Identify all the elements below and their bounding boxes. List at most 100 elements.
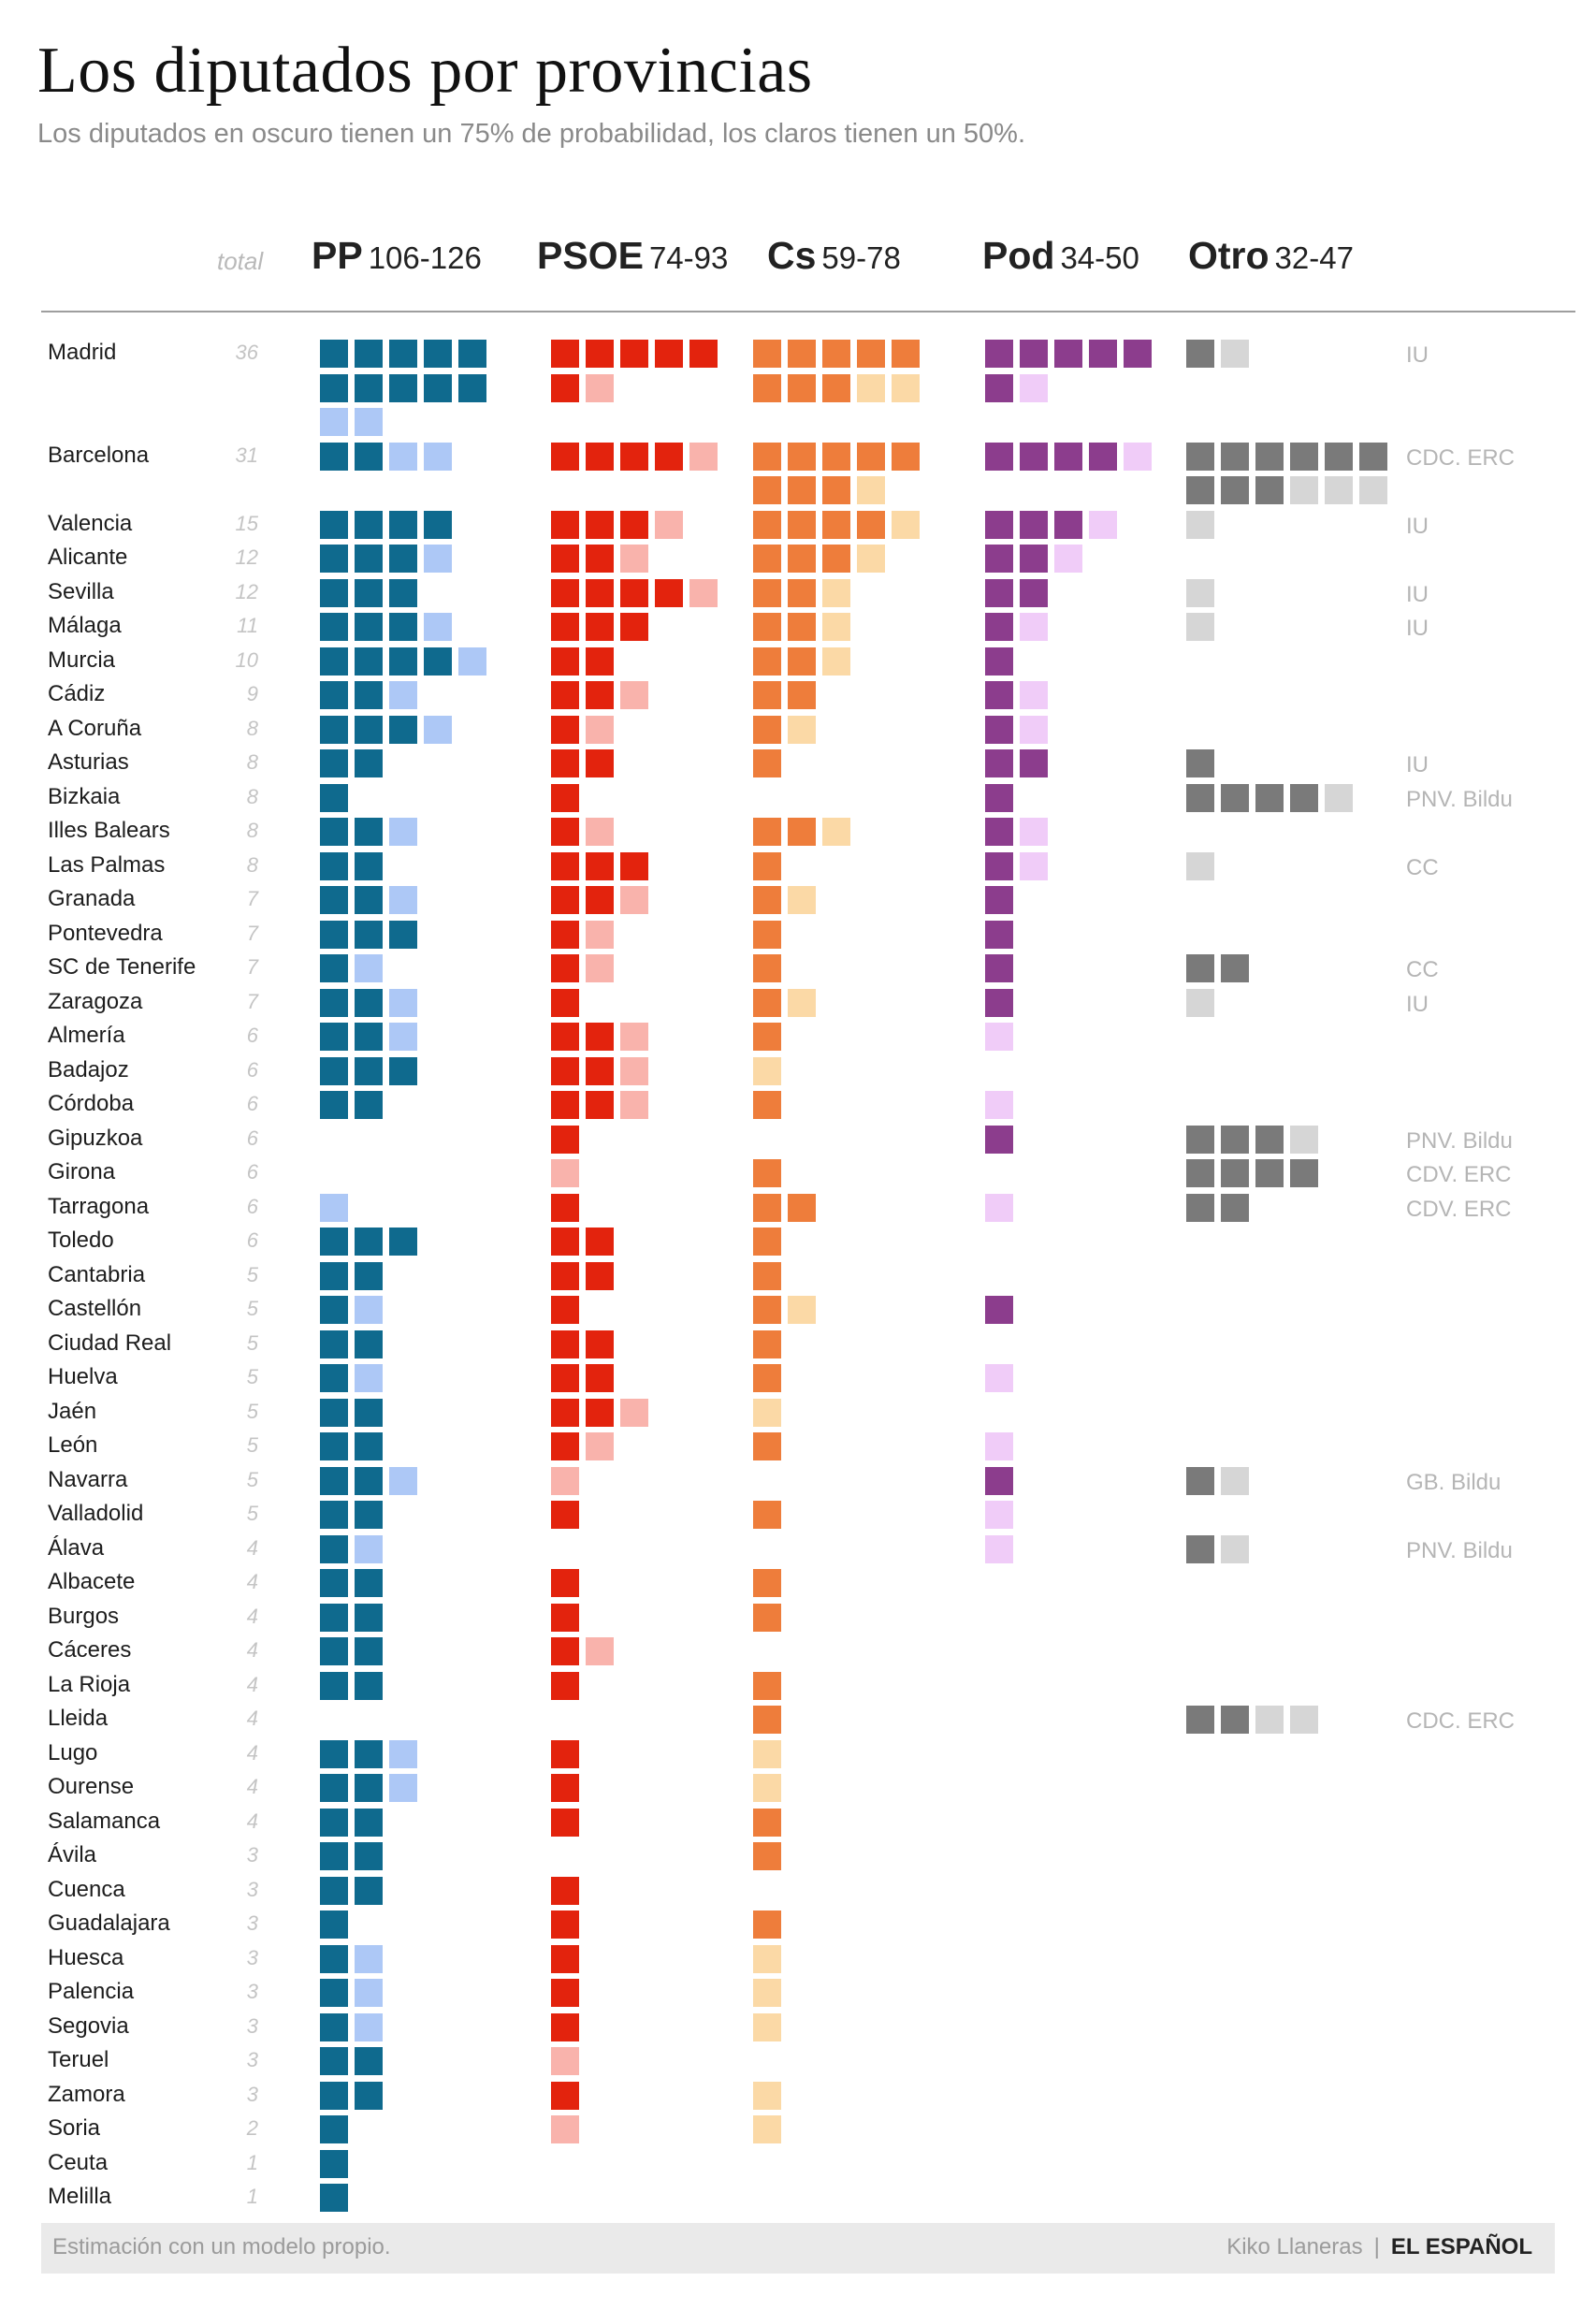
- seat-psoe-likely: [551, 715, 579, 744]
- seat-otro-possible: [1325, 783, 1353, 812]
- other-parties-note: IU: [1406, 752, 1429, 777]
- seat-pp-likely: [320, 2149, 348, 2178]
- province-label: Melilla: [48, 2184, 112, 2209]
- seat-pod-likely: [1020, 578, 1048, 607]
- seat-psoe-likely: [586, 578, 614, 607]
- seat-psoe-likely: [551, 2081, 579, 2110]
- seat-pod-possible: [1020, 373, 1048, 402]
- province-total: 8: [246, 750, 258, 774]
- footer-separator: |: [1373, 2234, 1380, 2259]
- seat-pp-likely: [320, 886, 348, 914]
- province-label: Guadalajara: [48, 1910, 170, 1936]
- seat-psoe-likely: [551, 1739, 579, 1768]
- seat-pp-possible: [389, 988, 417, 1017]
- seat-pod-possible: [1020, 818, 1048, 846]
- seat-pod-likely: [1020, 545, 1048, 573]
- seat-pp-likely: [389, 920, 417, 949]
- seat-psoe-likely: [551, 988, 579, 1017]
- province-label: Madrid: [48, 340, 117, 365]
- seat-psoe-likely: [551, 886, 579, 914]
- seat-pod-possible: [1124, 442, 1152, 471]
- seat-pod-likely: [985, 954, 1013, 982]
- province-label: Cantabria: [48, 1261, 146, 1287]
- seat-otro-likely: [1290, 1159, 1318, 1187]
- seat-pod-likely: [1054, 340, 1082, 368]
- seat-psoe-likely: [551, 681, 579, 709]
- seat-pp-likely: [355, 510, 383, 539]
- seat-pp-likely: [320, 1466, 348, 1495]
- seat-pod-possible: [985, 1023, 1013, 1051]
- province-total: 1: [246, 2150, 258, 2174]
- seat-cs-possible: [822, 818, 850, 846]
- seat-psoe-likely: [551, 1193, 579, 1222]
- seat-pp-likely: [320, 1023, 348, 1051]
- seat-pp-likely: [355, 1398, 383, 1427]
- seat-pod-possible: [985, 1193, 1013, 1222]
- seat-pp-possible: [355, 1979, 383, 2007]
- province-total: 12: [235, 545, 258, 569]
- province-total: 11: [237, 614, 258, 637]
- seat-pod-likely: [1089, 442, 1117, 471]
- province-label: Ourense: [48, 1774, 135, 1799]
- other-parties-note: CC: [1406, 957, 1439, 982]
- province-total: 4: [246, 1535, 258, 1560]
- seat-pp-likely: [320, 442, 348, 471]
- seat-pod-likely: [985, 1466, 1013, 1495]
- province-total: 3: [246, 1877, 258, 1901]
- province-total: 36: [235, 341, 258, 364]
- province-total: 4: [246, 1604, 258, 1628]
- seat-pp-likely: [320, 681, 348, 709]
- seat-pp-likely: [355, 1432, 383, 1460]
- seat-psoe-likely: [551, 1432, 579, 1460]
- seat-pod-likely: [985, 340, 1013, 368]
- seat-psoe-likely: [586, 749, 614, 777]
- seat-otro-possible: [1290, 1706, 1318, 1734]
- province-label: Gipuzkoa: [48, 1125, 143, 1151]
- seat-pp-likely: [320, 1228, 348, 1256]
- seat-cs-likely: [822, 476, 850, 504]
- seat-psoe-possible: [551, 1466, 579, 1495]
- seat-cs-likely: [753, 1432, 781, 1460]
- seat-psoe-likely: [551, 1808, 579, 1837]
- seat-pp-likely: [355, 886, 383, 914]
- seat-psoe-likely: [551, 1125, 579, 1154]
- seat-pp-likely: [355, 2047, 383, 2075]
- other-parties-note: IU: [1406, 342, 1429, 368]
- seat-cs-likely: [753, 749, 781, 777]
- seat-pp-possible: [320, 1193, 348, 1222]
- seat-pp-likely: [320, 1501, 348, 1529]
- seat-pod-possible: [985, 1534, 1013, 1563]
- province-total: 7: [246, 989, 258, 1013]
- party-header-pp: PP 106-126: [312, 234, 482, 278]
- seat-cs-possible: [892, 373, 920, 402]
- seat-psoe-possible: [586, 954, 614, 982]
- seat-pp-likely: [320, 647, 348, 676]
- seat-pp-likely: [320, 818, 348, 846]
- seat-psoe-likely: [586, 851, 614, 880]
- seat-cs-likely: [788, 510, 816, 539]
- seat-psoe-likely: [551, 1944, 579, 1973]
- seat-pp-likely: [320, 1364, 348, 1392]
- seat-otro-likely: [1221, 1706, 1249, 1734]
- province-total: 6: [246, 1194, 258, 1218]
- seat-psoe-likely: [586, 442, 614, 471]
- province-total: 8: [246, 716, 258, 740]
- province-label: SC de Tenerife: [48, 954, 196, 980]
- other-parties-note: IU: [1406, 581, 1429, 607]
- seat-pod-likely: [985, 851, 1013, 880]
- seat-pp-likely: [389, 1056, 417, 1085]
- province-total: 6: [246, 1126, 258, 1150]
- seat-psoe-possible: [620, 1056, 648, 1085]
- seat-otro-likely: [1186, 340, 1214, 368]
- seat-pod-likely: [1020, 340, 1048, 368]
- seat-pod-likely: [985, 578, 1013, 607]
- seat-cs-likely: [753, 988, 781, 1017]
- seat-psoe-likely: [551, 2012, 579, 2041]
- seat-pp-likely: [355, 647, 383, 676]
- seat-psoe-likely: [586, 1056, 614, 1085]
- seat-pod-likely: [1020, 510, 1048, 539]
- seat-psoe-likely: [586, 681, 614, 709]
- seat-psoe-likely: [551, 954, 579, 982]
- seat-pp-possible: [355, 408, 383, 436]
- seat-psoe-possible: [620, 681, 648, 709]
